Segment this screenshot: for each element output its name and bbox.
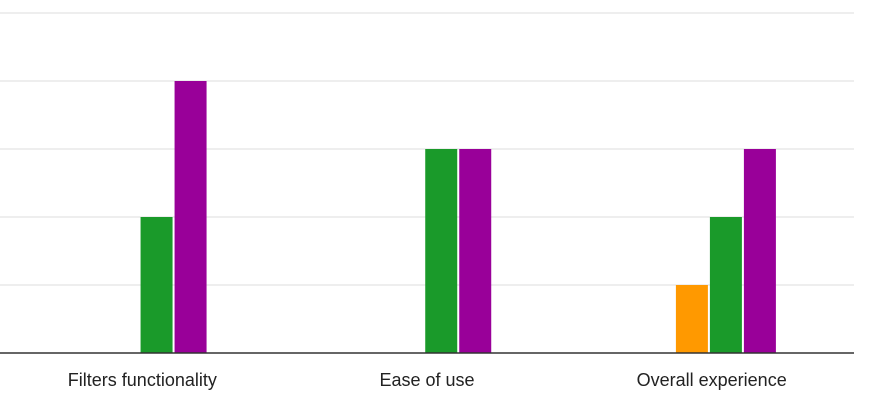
- x-tick-label: Filters functionality: [68, 370, 217, 390]
- bar: [425, 149, 458, 353]
- bar: [743, 149, 776, 353]
- bars: [140, 81, 776, 353]
- bar: [459, 149, 492, 353]
- x-tick-label: Overall experience: [637, 370, 787, 390]
- bar: [675, 285, 708, 353]
- x-tick-labels: Filters functionality Ease of use Overall …: [68, 370, 787, 390]
- x-tick-label: Ease of use: [379, 370, 474, 390]
- bar: [174, 81, 207, 353]
- bar: [709, 217, 742, 353]
- bar: [140, 217, 173, 353]
